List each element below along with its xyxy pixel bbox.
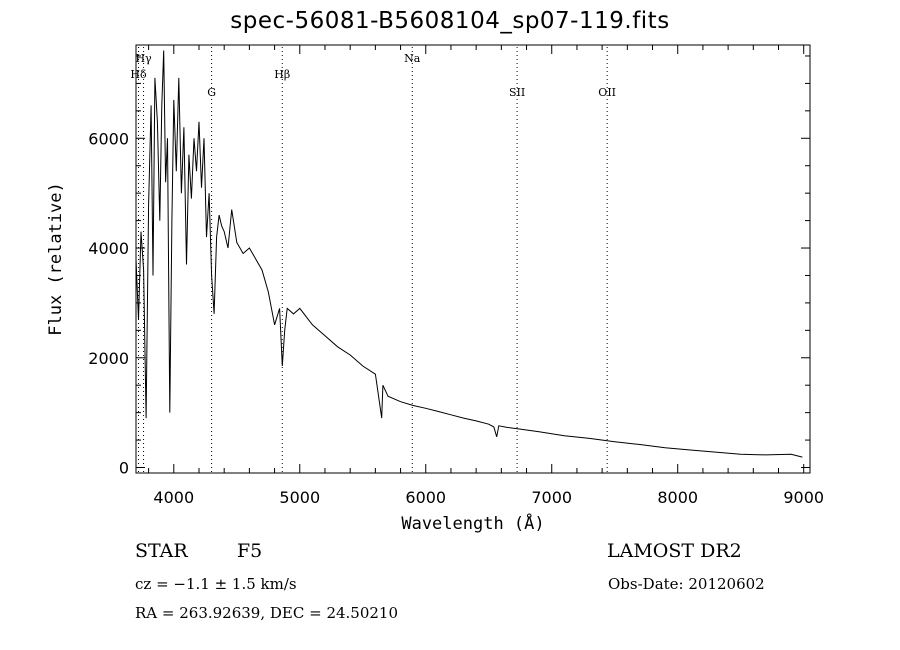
line-marker-label: Hδ (130, 68, 147, 81)
y-tick-label: 0 (119, 459, 129, 478)
x-tick-label: 5000 (279, 488, 320, 507)
axis-ticks (136, 45, 810, 473)
chart-title: spec-56081-B5608104_sp07-119.fits (230, 8, 670, 34)
redshift-velocity: cz = −1.1 ± 1.5 km/s (135, 575, 297, 593)
observation-date: Obs-Date: 20120602 (608, 575, 765, 593)
y-axis-label: Flux (relative) (46, 182, 66, 336)
line-marker-label: G (207, 86, 216, 99)
y-tick-label: 4000 (88, 239, 129, 258)
line-marker-labels: Hγ Hδ G Hβ Na SII OII (130, 52, 616, 99)
spectral-subclass: F5 (237, 540, 263, 562)
line-marker-label: Hβ (274, 68, 290, 81)
plot-frame (135, 44, 811, 474)
object-class: STAR (135, 540, 188, 562)
y-tick-label: 2000 (88, 349, 129, 368)
x-tick-label: 9000 (783, 488, 824, 507)
line-marker-label: SII (509, 86, 525, 99)
x-tick-label: 8000 (657, 488, 698, 507)
x-tick-label: 6000 (405, 488, 446, 507)
line-marker-label: OII (598, 86, 616, 99)
coordinates: RA = 263.92639, DEC = 24.50210 (135, 604, 399, 622)
x-tick-label: 4000 (153, 488, 194, 507)
y-tick-label: 6000 (88, 129, 129, 148)
line-markers (138, 47, 608, 473)
x-axis-label: Wavelength (Å) (401, 512, 544, 534)
line-marker-label: Na (404, 52, 421, 65)
survey-name: LAMOST DR2 (607, 540, 742, 562)
spectrum-line (135, 50, 803, 458)
line-marker-label: Hγ (135, 52, 152, 65)
x-tick-label: 7000 (531, 488, 572, 507)
tick-labels: 4000 5000 6000 7000 8000 9000 0 2000 4000 6000 (88, 129, 824, 507)
